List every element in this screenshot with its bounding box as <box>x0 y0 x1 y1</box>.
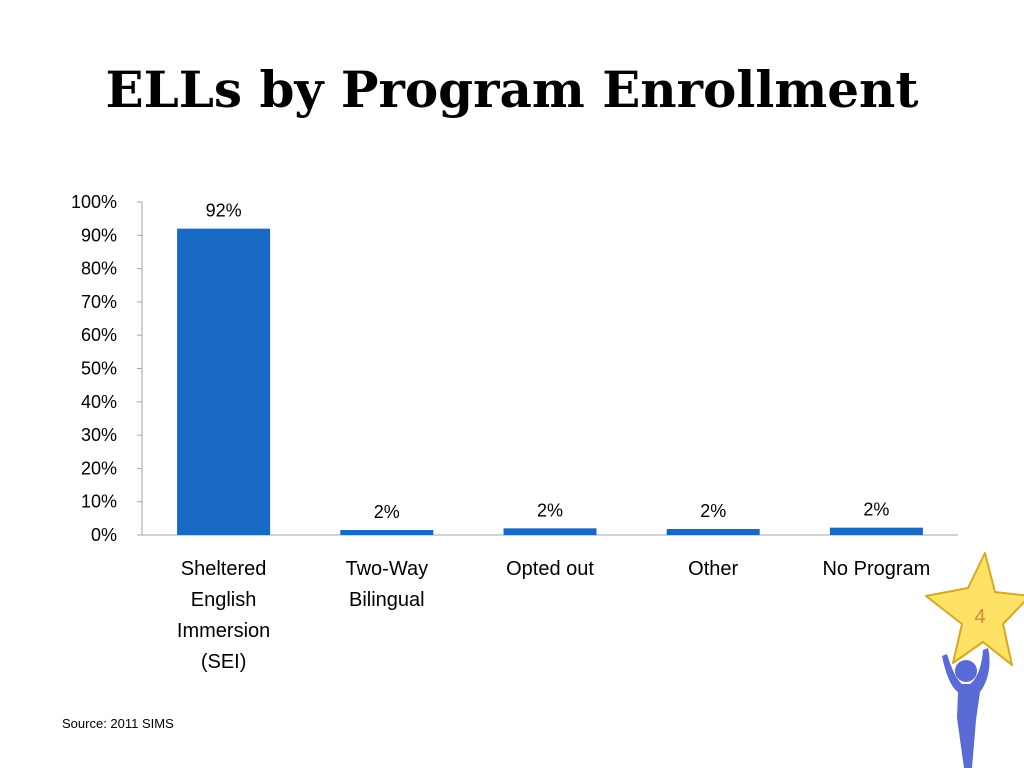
data-label: 2% <box>374 502 400 522</box>
bar <box>340 530 434 535</box>
x-tick-label: No Program <box>822 558 930 580</box>
y-tick-label: 50% <box>81 359 117 379</box>
y-tick-label: 90% <box>81 225 117 245</box>
bar <box>503 528 597 535</box>
x-tick-label: Immersion <box>177 620 270 642</box>
y-tick-label: 100% <box>71 192 117 212</box>
y-tick-label: 70% <box>81 292 117 312</box>
data-label: 2% <box>700 501 726 521</box>
x-tick-label: English <box>191 589 257 611</box>
y-tick-label: 20% <box>81 458 117 478</box>
x-tick-label: Sheltered <box>181 558 267 580</box>
source-note: Source: 2011 SIMS <box>62 716 174 731</box>
data-label: 92% <box>206 201 242 221</box>
y-tick-label: 40% <box>81 392 117 412</box>
data-label: 2% <box>537 500 563 520</box>
data-label: 2% <box>863 500 889 520</box>
x-tick-label: Bilingual <box>349 589 425 611</box>
slide-title: ELLs by Program Enrollment <box>105 60 919 119</box>
y-tick-label: 10% <box>81 492 117 512</box>
y-tick-label: 80% <box>81 259 117 279</box>
x-tick-label: (SEI) <box>201 651 247 673</box>
page-number: 4 <box>974 606 986 628</box>
x-tick-label: Two-Way <box>345 558 428 580</box>
y-tick-label: 60% <box>81 325 117 345</box>
y-tick-label: 0% <box>91 525 117 545</box>
x-tick-label: Opted out <box>506 558 594 580</box>
bar <box>829 527 923 535</box>
y-tick-label: 30% <box>81 425 117 445</box>
bar-chart: 0% 10% 20% 30% 40% 50% 60% 70% 80% 90% 100% 92% Shel… <box>71 192 958 673</box>
bar <box>177 228 271 535</box>
bar <box>666 529 760 535</box>
x-tick-label: Other <box>688 558 738 580</box>
